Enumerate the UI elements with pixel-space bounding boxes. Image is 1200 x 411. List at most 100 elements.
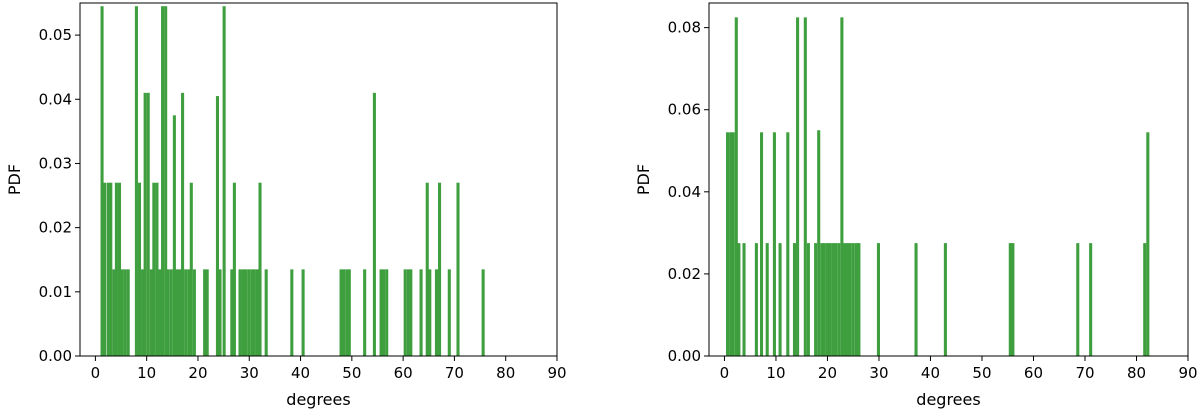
right-bar: [822, 243, 826, 356]
right-bar: [772, 132, 776, 356]
histogram-chart-left: 0 10 20 30 40 50 60 70 80 90 0.00 0.01 0.02 0.03 0.04 0…: [5, 2, 567, 409]
left-plot-frame: [79, 2, 558, 357]
left-bar: [434, 269, 439, 356]
right-bar: [828, 243, 832, 356]
left-bar: [120, 269, 124, 356]
left-x-tick-label: 70: [445, 364, 464, 382]
right-bar: [765, 243, 769, 356]
right-bar: [1089, 243, 1093, 356]
right-bar: [831, 243, 835, 356]
right-y-axis-label: PDF: [634, 164, 653, 195]
right-bar: [1008, 243, 1012, 356]
left-bar: [189, 182, 193, 356]
left-bar: [419, 269, 423, 356]
left-bar: [241, 269, 245, 356]
left-bar: [438, 182, 442, 356]
right-bar: [803, 17, 807, 357]
left-bar: [143, 92, 147, 356]
right-bar: [778, 243, 782, 356]
right-bar: [806, 243, 810, 356]
left-bar: [247, 269, 251, 356]
right-bar: [840, 17, 844, 357]
left-bar: [339, 269, 343, 356]
left-bar: [123, 269, 127, 356]
left-bar: [409, 269, 413, 356]
left-bar: [100, 6, 104, 357]
left-y-tick-label: 0.01: [39, 283, 72, 301]
left-x-tick-label: 40: [291, 364, 310, 382]
right-x-tick-label: 90: [1178, 364, 1197, 382]
left-x-tick-label: 10: [137, 364, 156, 382]
left-bar: [244, 269, 248, 356]
left-bar: [169, 269, 173, 356]
left-y-tick-label: 0.00: [39, 347, 72, 365]
left-bar: [103, 182, 107, 356]
right-bar: [837, 243, 841, 356]
left-bar: [109, 182, 113, 356]
left-bar: [264, 269, 268, 356]
right-bar: [1146, 132, 1150, 356]
right-bar: [754, 243, 758, 356]
left-bar: [347, 269, 351, 356]
right-y-tick-label: 0.00: [668, 347, 701, 365]
left-bar: [425, 182, 429, 356]
right-x-tick-label: 20: [818, 364, 837, 382]
left-bar: [137, 182, 142, 356]
left-bar: [363, 269, 367, 356]
right-bar: [817, 130, 821, 356]
right-x-tick-label: 0: [720, 364, 730, 382]
right-x-tick-label: 30: [869, 364, 888, 382]
left-bar: [187, 269, 191, 356]
right-bar: [786, 132, 790, 356]
left-x-tick-label: 80: [496, 364, 515, 382]
right-bars: [726, 17, 1150, 357]
left-bar: [385, 269, 389, 356]
left-bar: [146, 92, 150, 356]
right-bar: [726, 132, 730, 356]
left-bar: [114, 182, 118, 356]
right-bar: [759, 132, 764, 356]
right-x-tick-label: 10: [766, 364, 785, 382]
left-bar: [238, 269, 242, 356]
right-bar: [1143, 243, 1147, 356]
histogram-chart-right: 0 10 20 30 40 50 60 70 80 90 0.00 0.02 0.04 0.06 0.08 d…: [634, 2, 1198, 409]
right-bar: [842, 243, 846, 356]
left-y-tick-label: 0.04: [39, 90, 72, 108]
left-bar: [232, 182, 236, 356]
left-bar: [250, 269, 254, 356]
left-x-axis-label: degrees: [286, 390, 350, 409]
right-bar: [914, 243, 918, 356]
left-bar: [205, 269, 209, 356]
left-bar: [166, 269, 170, 356]
left-bar: [258, 182, 262, 356]
left-bar: [192, 269, 196, 356]
left-bar: [158, 269, 162, 356]
left-bar: [126, 269, 130, 356]
left-bar: [218, 269, 222, 356]
left-bar: [345, 269, 349, 356]
right-x-tick-label: 40: [921, 364, 940, 382]
right-bar: [742, 243, 746, 356]
left-bar: [428, 269, 432, 356]
left-y-tick-label: 0.02: [39, 219, 72, 237]
left-bar: [175, 269, 179, 356]
left-bar: [456, 182, 460, 356]
left-bar: [181, 92, 185, 356]
left-y-tick-label: 0.05: [39, 26, 72, 44]
left-bar: [161, 6, 165, 357]
right-x-tick-label: 70: [1075, 364, 1094, 382]
right-plot-frame: [708, 2, 1189, 357]
left-x-tick-label: 90: [547, 364, 566, 382]
left-bar: [301, 269, 305, 356]
right-bar: [792, 243, 797, 356]
right-x-tick-label: 60: [1024, 364, 1043, 382]
right-bar: [943, 243, 947, 356]
left-x-tick-label: 20: [188, 364, 207, 382]
right-y-tick-label: 0.08: [668, 19, 701, 37]
right-bar: [729, 132, 733, 356]
left-bar: [178, 269, 182, 356]
left-bar: [372, 92, 376, 356]
right-bar: [834, 243, 838, 356]
right-bar: [1011, 243, 1015, 356]
